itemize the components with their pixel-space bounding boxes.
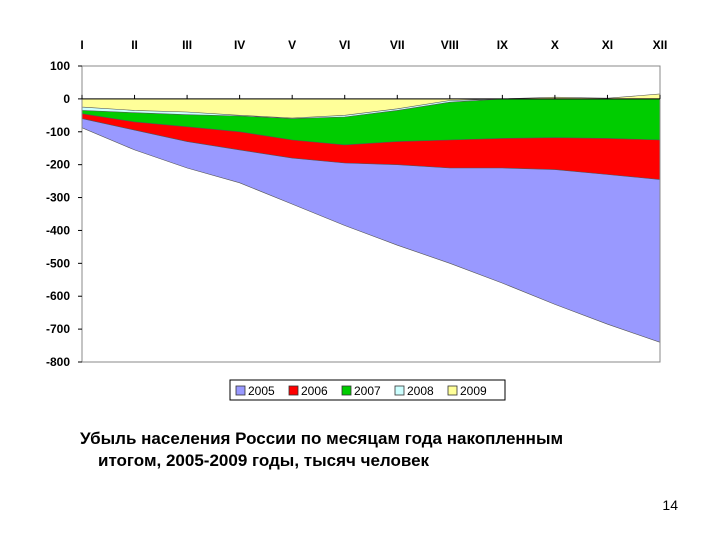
y-tick-label: 0 <box>63 92 70 106</box>
legend-swatch-2007 <box>341 385 352 396</box>
y-tick-label: -800 <box>46 355 70 369</box>
x-tick-label: V <box>288 38 296 52</box>
legend-label-2007: 2007 <box>354 384 381 398</box>
caption-line-1: Убыль населения России по месяцам года н… <box>80 429 564 448</box>
legend-label-2009: 2009 <box>460 384 487 398</box>
x-tick-label: XI <box>602 38 613 52</box>
x-tick-label: VI <box>339 38 350 52</box>
y-tick-label: -400 <box>46 223 70 237</box>
y-tick-label: -600 <box>46 289 70 303</box>
y-tick-label: -700 <box>46 322 70 336</box>
y-tick-label: -300 <box>46 191 70 205</box>
legend-swatch-2005 <box>235 385 246 396</box>
caption-line-2: итогом, 2005-2009 годы, тысяч человек <box>98 451 430 470</box>
legend-swatch-2008 <box>394 385 405 396</box>
x-tick-label: IX <box>497 38 508 52</box>
legend-label-2008: 2008 <box>407 384 434 398</box>
y-tick-label: -200 <box>46 158 70 172</box>
y-tick-label: -100 <box>46 125 70 139</box>
y-tick-label: 100 <box>50 59 70 73</box>
x-tick-label: XII <box>653 38 668 52</box>
area-series-2009 <box>81 93 661 119</box>
x-tick-label: X <box>551 38 559 52</box>
chart-legend: 2005 2006 2007 2008 2009 <box>229 379 506 401</box>
chart-areas <box>81 93 661 343</box>
legend-box <box>229 379 506 401</box>
page-number: 14 <box>662 497 678 513</box>
x-tick-label: I <box>80 38 83 52</box>
y-tick-label: -500 <box>46 256 70 270</box>
x-tick-label: III <box>182 38 192 52</box>
chart-caption: Убыль населения России по месяцам года н… <box>80 428 680 472</box>
x-tick-label: VIII <box>441 38 459 52</box>
x-tick-label: IV <box>234 38 245 52</box>
legend-label-2006: 2006 <box>301 384 328 398</box>
legend-swatch-2006 <box>288 385 299 396</box>
x-tick-label: II <box>131 38 138 52</box>
plot-border <box>81 65 661 363</box>
x-tick-label: VII <box>390 38 405 52</box>
legend-swatch-2009 <box>447 385 458 396</box>
legend-label-2005: 2005 <box>248 384 275 398</box>
